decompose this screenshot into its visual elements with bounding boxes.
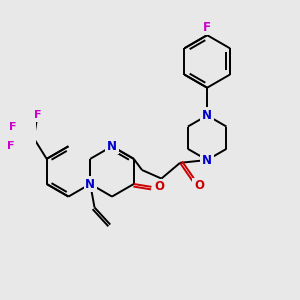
Text: N: N <box>85 178 95 190</box>
Text: O: O <box>194 179 204 192</box>
Text: N: N <box>202 109 212 122</box>
Text: O: O <box>154 180 164 194</box>
Text: F: F <box>7 141 14 151</box>
Text: N: N <box>202 154 212 166</box>
Text: F: F <box>9 122 17 132</box>
Text: F: F <box>34 110 42 120</box>
Text: F: F <box>203 21 211 34</box>
Text: N: N <box>107 140 117 153</box>
